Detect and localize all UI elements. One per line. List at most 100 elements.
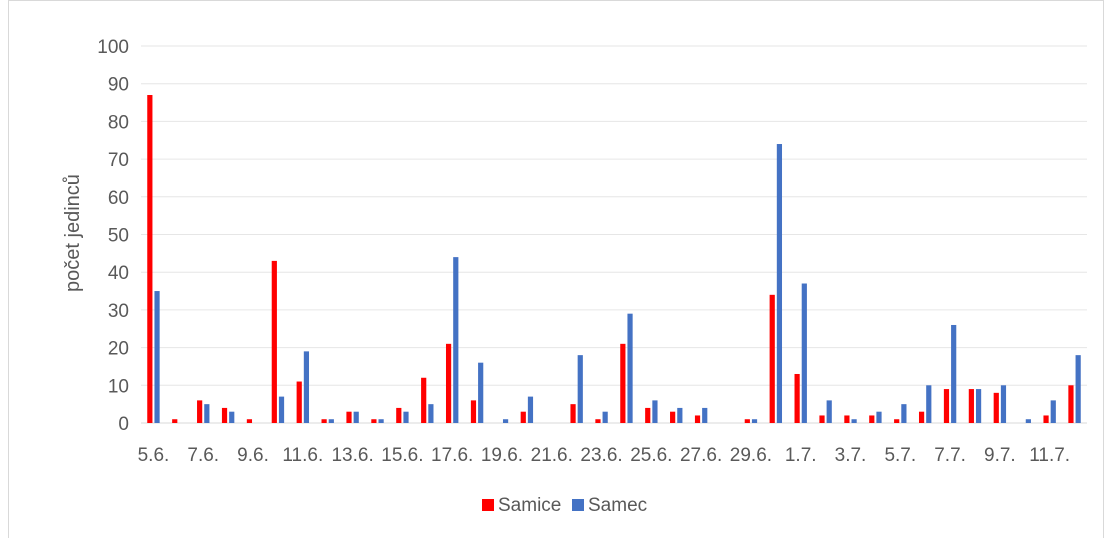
x-tick-label: 9.6. — [237, 445, 269, 466]
bar-samice-16.6. — [421, 377, 427, 423]
x-tick-label: 9.7. — [984, 445, 1016, 466]
x-tick-label: 21.6. — [531, 445, 573, 466]
y-axis-ticks: 0 10 20 30 40 50 60 70 80 90 100 — [97, 37, 129, 435]
x-tick-label: 27.6. — [680, 445, 722, 466]
bar-samec-15.6. — [403, 411, 409, 423]
x-tick-label: 29.6. — [730, 445, 772, 466]
bar-samice-18.6. — [470, 400, 477, 423]
x-tick-label: 15.6. — [381, 445, 423, 466]
bar-samec-3.7. — [851, 419, 857, 423]
bar-samec-6.7. — [926, 385, 932, 423]
bar-samec-27.6. — [702, 407, 708, 423]
bar-samec-10.6. — [278, 396, 285, 423]
legend-label-samec: Samec — [588, 495, 647, 516]
legend: Samice Samec — [482, 495, 647, 516]
bar-samec-11.7. — [1050, 400, 1056, 423]
x-axis-ticks: 5.6. 7.6. 9.6. 11.6. 13.6. 15.6. 17.6. 19.6. 21.… — [138, 445, 1070, 466]
bar-samec-23.6. — [602, 411, 608, 423]
bar-samice-27.6. — [694, 415, 701, 423]
bar-samec-8.7. — [975, 389, 982, 423]
bar-samice-3.7. — [844, 415, 850, 423]
bar-samec-19.6. — [502, 419, 509, 423]
bar-samice-29.6. — [744, 419, 750, 423]
bar-samec-10.7. — [1025, 419, 1031, 423]
bar-samec-30.6. — [776, 144, 783, 423]
bar-samec-12.6. — [328, 419, 334, 423]
x-tick-label: 13.6. — [331, 445, 373, 466]
bar-samice-2.7. — [819, 415, 825, 423]
bar-samice-10.6. — [271, 260, 277, 423]
x-tick-label: 17.6. — [431, 445, 473, 466]
x-tick-label: 11.7. — [1029, 445, 1070, 466]
y-tick-label: 70 — [108, 150, 129, 171]
x-tick-label: 7.6. — [187, 445, 219, 466]
x-tick-label: 19.6. — [481, 445, 523, 466]
bar-samec-5.7. — [901, 404, 907, 423]
bar-samec-7.7. — [951, 324, 957, 423]
bar-samec-11.6. — [303, 351, 310, 423]
y-tick-label: 50 — [108, 226, 129, 247]
x-tick-label: 5.6. — [138, 445, 170, 466]
bar-samice-7.7. — [943, 389, 950, 423]
legend-label-samice: Samice — [498, 495, 561, 516]
bar-samice-5.6. — [147, 95, 153, 423]
y-tick-label: 80 — [108, 112, 129, 133]
bar-samice-11.6. — [296, 381, 302, 423]
x-tick-label: 25.6. — [630, 445, 672, 466]
legend-swatch-samice — [482, 499, 494, 511]
x-tick-label: 7.7. — [934, 445, 966, 466]
chart-area: 0 10 20 30 40 50 60 70 80 90 100 5.6. 7.6. 9.6. 11.6.… — [8, 0, 1104, 538]
y-axis-label: počet jedinců — [62, 174, 84, 292]
bar-samice-8.6. — [221, 407, 228, 423]
bar-samec-18.6. — [478, 362, 484, 423]
x-tick-label: 3.7. — [835, 445, 867, 466]
bar-samec-16.6. — [428, 404, 434, 423]
y-tick-label: 100 — [97, 37, 129, 58]
bar-samec-24.6. — [627, 313, 633, 423]
bar-samice-12.6. — [321, 419, 327, 423]
bar-samec-22.6. — [577, 355, 583, 423]
y-tick-label: 40 — [108, 263, 129, 284]
bar-samec-2.7. — [826, 400, 832, 423]
bar-samec-4.7. — [876, 411, 882, 423]
x-tick-label: 11.6. — [282, 445, 323, 466]
bar-samice-13.6. — [346, 411, 352, 423]
x-tick-label: 23.6. — [580, 445, 622, 466]
bar-samice-4.7. — [869, 415, 875, 423]
y-tick-label: 20 — [108, 339, 129, 360]
y-tick-label: 10 — [108, 376, 129, 397]
bar-samice-20.6. — [520, 411, 526, 423]
bar-samec-17.6. — [453, 257, 459, 423]
bar-samice-14.6. — [371, 419, 377, 423]
bar-samice-8.7. — [968, 389, 974, 423]
bar-samice-22.6. — [570, 404, 576, 423]
bar-samec-12.7. — [1075, 355, 1081, 423]
bar-samec-7.6. — [204, 404, 210, 423]
bar-samice-1.7. — [794, 373, 800, 423]
bar-samec-5.6. — [154, 291, 160, 423]
x-tick-label: 1.7. — [785, 445, 817, 466]
legend-swatch-samec — [572, 499, 584, 511]
bar-samec-8.6. — [229, 411, 235, 423]
bars — [147, 95, 1081, 423]
bar-samice-24.6. — [620, 343, 626, 423]
bar-samice-17.6. — [445, 343, 452, 423]
y-tick-label: 30 — [108, 301, 129, 322]
bar-samice-12.7. — [1068, 385, 1074, 423]
bar-samice-6.6. — [172, 419, 178, 423]
bar-samice-7.6. — [197, 400, 203, 423]
bar-samice-26.6. — [670, 411, 676, 423]
gridlines — [141, 45, 1087, 424]
bar-samec-13.6. — [353, 411, 359, 423]
x-tick-label: 5.7. — [884, 445, 916, 466]
bar-samec-20.6. — [527, 396, 534, 423]
bar-samice-5.7. — [894, 419, 900, 423]
y-tick-label: 0 — [118, 414, 129, 435]
bar-samice-6.7. — [918, 411, 925, 423]
bar-samice-9.6. — [246, 419, 253, 423]
bar-samice-30.6. — [769, 294, 775, 423]
bar-samice-9.7. — [993, 392, 999, 423]
bar-samec-26.6. — [677, 407, 683, 423]
bar-samec-9.7. — [1000, 385, 1007, 423]
y-tick-label: 60 — [108, 188, 129, 209]
